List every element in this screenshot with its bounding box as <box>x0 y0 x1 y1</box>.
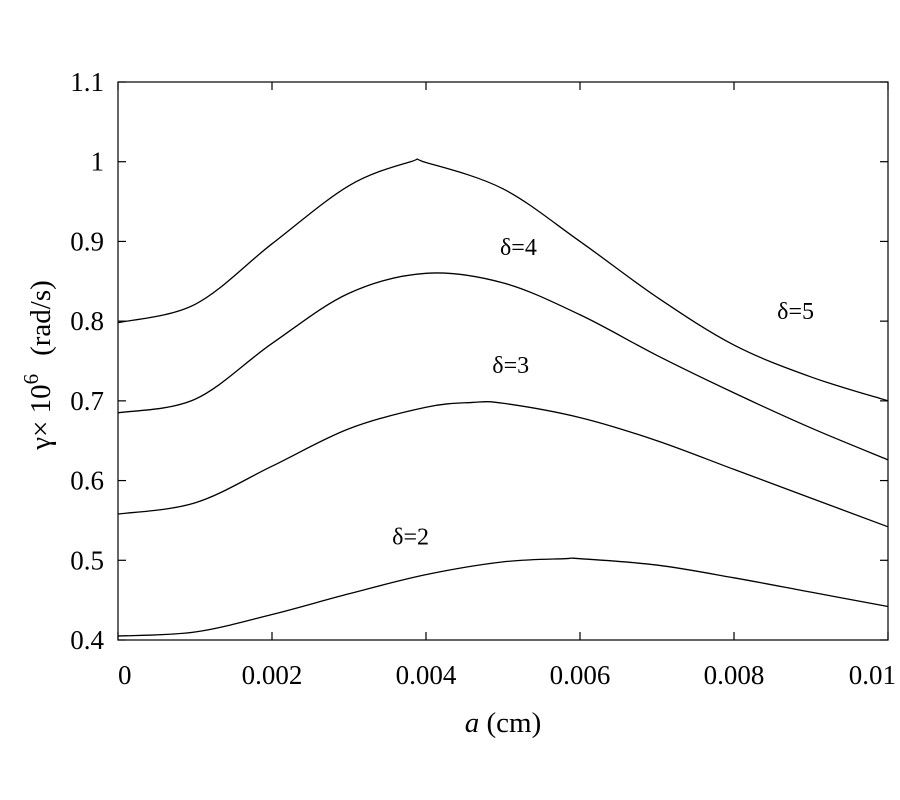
x-axis-title: a (cm) <box>465 707 542 739</box>
series-line-delta-4 <box>117 272 889 461</box>
y-axis-title-exponent: 6 <box>19 374 43 385</box>
y-tick-label: 1 <box>91 147 105 177</box>
y-axis-title-unit: (rad/s) <box>25 280 57 356</box>
series-label: δ=2 <box>392 524 429 550</box>
plot-area-border <box>117 81 889 641</box>
series-label: δ=5 <box>777 299 814 325</box>
y-tick-label: 0.5 <box>70 545 104 575</box>
plot-frame <box>117 81 889 641</box>
y-tick-label: 0.8 <box>70 306 104 336</box>
x-tick-label: 0.002 <box>242 660 303 690</box>
y-tick-label: 0.4 <box>70 625 104 655</box>
y-tick-label: 0.6 <box>70 466 104 496</box>
x-axis-ticks: 0 0.002 0.004 0.006 0.008 0.01 <box>117 82 896 690</box>
x-tick-label: 0.004 <box>396 660 457 690</box>
x-tick-label: 0.006 <box>550 660 611 690</box>
series-line-delta-5 <box>117 158 889 402</box>
x-axis-title-unit: (cm) <box>479 707 541 739</box>
x-tick-label: 0.01 <box>849 660 896 690</box>
series-lines <box>117 158 889 637</box>
series-label: δ=4 <box>500 235 537 261</box>
x-tick-label: 0.008 <box>704 660 765 690</box>
series-line-delta-2 <box>117 557 889 637</box>
y-axis-title-prefix: γ× 10 <box>25 384 57 450</box>
series-label: δ=3 <box>492 353 529 379</box>
series-line-delta-3 <box>117 401 889 528</box>
x-axis-title-variable: a <box>465 707 480 739</box>
y-axis-title: γ× 106 (rad/s) <box>19 280 57 451</box>
series-labels: δ=2 δ=3 δ=4 δ=5 <box>392 235 814 550</box>
x-tick-label: 0 <box>118 660 132 690</box>
y-tick-label: 0.9 <box>70 226 104 256</box>
y-tick-label: 1.1 <box>70 67 104 97</box>
y-tick-label: 0.7 <box>70 386 104 416</box>
y-axis-ticks: 0.4 0.5 0.6 0.7 0.8 0.9 1 1.1 <box>70 67 888 655</box>
